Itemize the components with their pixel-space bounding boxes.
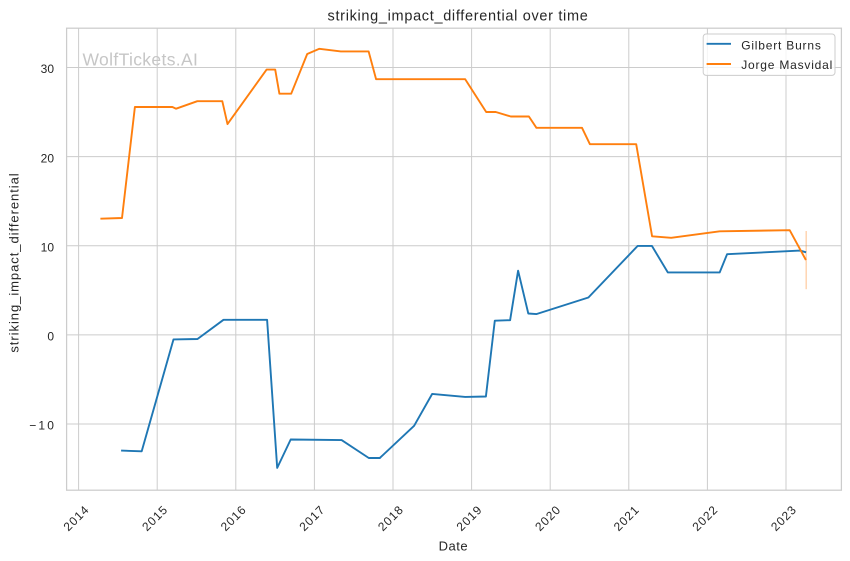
svg-text:striking_impact_differential: striking_impact_differential [7,172,22,352]
svg-text:0: 0 [47,330,54,344]
svg-text:WolfTickets.AI: WolfTickets.AI [83,50,199,70]
svg-text:Jorge Masvidal: Jorge Masvidal [741,58,833,72]
svg-text:30: 30 [41,62,55,76]
svg-text:−10: −10 [29,419,56,433]
svg-text:striking_impact_differential o: striking_impact_differential over time [328,9,589,25]
svg-text:10: 10 [41,241,55,255]
svg-text:Date: Date [439,538,468,553]
svg-text:20: 20 [41,151,55,165]
svg-text:Gilbert Burns: Gilbert Burns [741,39,821,53]
